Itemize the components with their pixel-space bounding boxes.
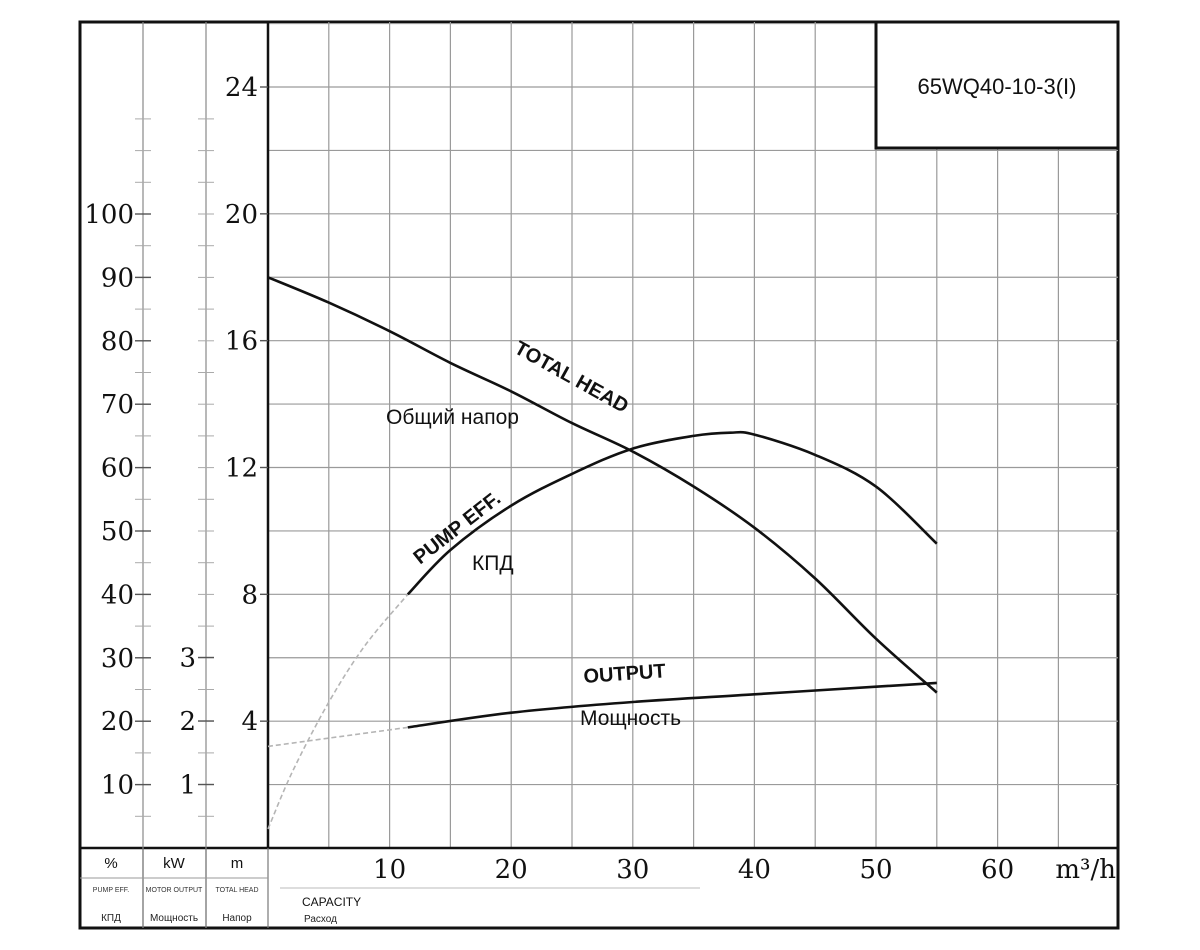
tick-label-pct: 40 bbox=[101, 580, 134, 610]
tick-label-m: 8 bbox=[241, 580, 258, 610]
tick-label-m: 20 bbox=[225, 200, 258, 230]
tick-label-pct: 10 bbox=[101, 771, 134, 801]
bottom-en-label: TOTAL HEAD bbox=[215, 887, 258, 894]
tick-label-m: 24 bbox=[225, 73, 258, 103]
bottom-en-label: PUMP EFF. bbox=[93, 887, 129, 894]
curve-total-head bbox=[267, 276, 938, 694]
tick-label-kw: 3 bbox=[179, 644, 196, 674]
x-axis-label-en: CAPACITY bbox=[302, 895, 361, 909]
bottom-ru-label: КПД bbox=[101, 913, 121, 924]
tick-label-kw: 2 bbox=[179, 707, 196, 737]
x-tick-label: 40 bbox=[738, 855, 771, 885]
bottom-axis-area: % PUMP EFF. КПД kW MOTOR OUTPUT Мощность m TOTA… bbox=[80, 848, 1116, 928]
tick-label-pct: 70 bbox=[101, 390, 134, 420]
bottom-ru-label: Мощность bbox=[150, 913, 198, 924]
bottom-unit-label: % bbox=[104, 855, 117, 872]
bottom-en-label: MOTOR OUTPUT bbox=[146, 887, 203, 894]
tick-label-m: 4 bbox=[241, 707, 258, 737]
curves bbox=[267, 276, 938, 830]
x-axis-label-ru: Расход bbox=[304, 914, 337, 925]
pump-eff-label-ru: КПД bbox=[472, 552, 514, 575]
tick-label-pct: 30 bbox=[101, 644, 134, 674]
curve-extrapolated-pct bbox=[267, 593, 409, 830]
bottom-ru-label: Напор bbox=[222, 913, 252, 924]
tick-label-pct: 80 bbox=[101, 327, 134, 357]
total-head-label-ru: Общий напор bbox=[386, 406, 519, 429]
x-tick-label: 10 bbox=[373, 855, 406, 885]
curve-pump-eff bbox=[406, 430, 938, 596]
bottom-unit-label: m bbox=[231, 855, 244, 872]
x-unit-label: m³/h bbox=[1055, 855, 1116, 885]
output-label-ru: Мощность bbox=[580, 707, 681, 730]
tick-label-m: 16 bbox=[225, 327, 258, 357]
model-label: 65WQ40-10-3(I) bbox=[918, 74, 1077, 99]
tick-label-pct: 20 bbox=[101, 707, 134, 737]
tick-label-pct: 60 bbox=[101, 454, 134, 484]
model-label-box bbox=[874, 20, 1120, 150]
tick-label-pct: 90 bbox=[101, 263, 134, 293]
x-tick-label: 30 bbox=[616, 855, 649, 885]
tick-label-m: 12 bbox=[225, 454, 258, 484]
tick-label-pct: 50 bbox=[101, 517, 134, 547]
bottom-unit-label: kW bbox=[163, 855, 186, 872]
tick-label-kw: 1 bbox=[179, 771, 196, 801]
x-tick-label: 60 bbox=[981, 855, 1014, 885]
tick-label-pct: 100 bbox=[84, 200, 134, 230]
x-tick-label: 20 bbox=[495, 855, 528, 885]
x-tick-label: 50 bbox=[859, 855, 892, 885]
curve-extrapolated-kw bbox=[267, 726, 408, 748]
chart-frame bbox=[78, 20, 1120, 930]
curve-output bbox=[407, 681, 937, 729]
